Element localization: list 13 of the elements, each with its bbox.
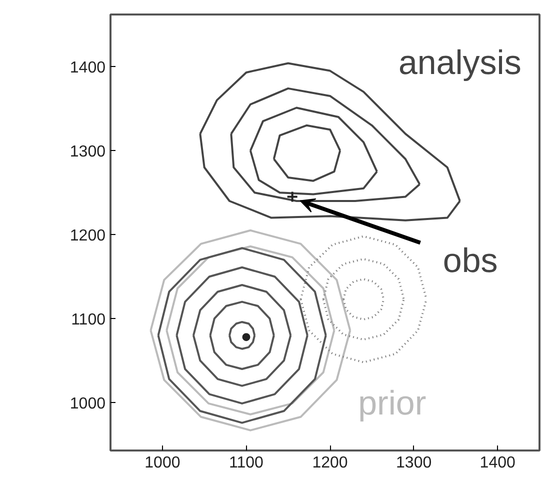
y-tick-label: 1100	[71, 312, 106, 329]
y-tick-label: 1000	[70, 396, 106, 413]
series-label: analysis	[398, 44, 522, 82]
x-tick-label: 1200	[312, 454, 348, 472]
x-tick-label: 1300	[396, 454, 432, 472]
y-tick-label: 1200	[70, 228, 106, 245]
y-tick-label: 1300	[70, 144, 106, 161]
series-label: prior	[358, 384, 426, 422]
y-tick-label: 1400	[70, 60, 106, 77]
text: obs	[442, 242, 498, 280]
x-tick-label: 1100	[229, 454, 264, 472]
x-tick-label: 1400	[480, 454, 516, 472]
x-tick-label: 1000	[144, 454, 180, 472]
